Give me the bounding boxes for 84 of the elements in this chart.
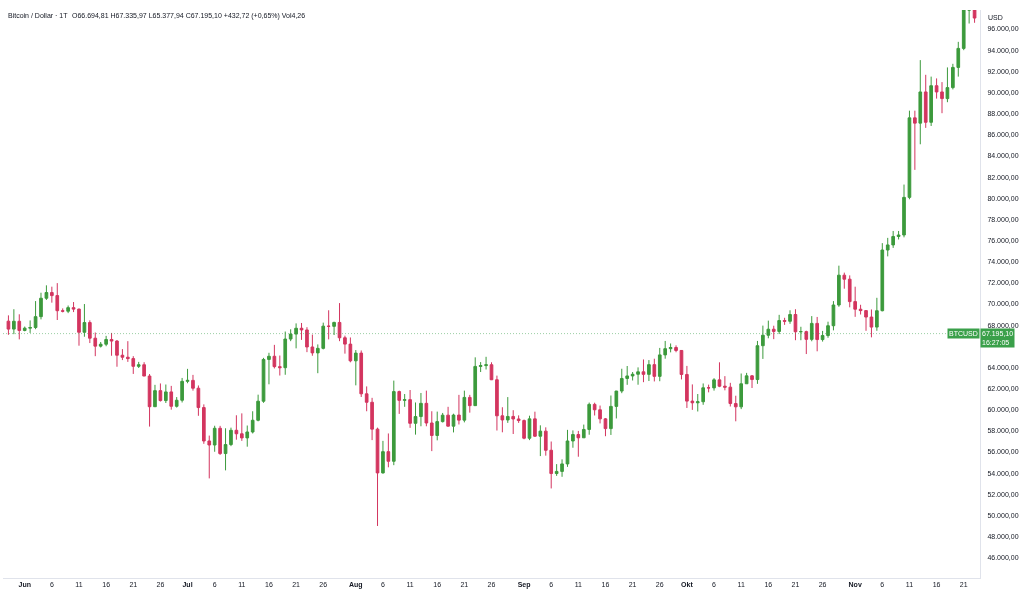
candlestick <box>712 377 716 392</box>
candlestick <box>17 313 22 340</box>
candlestick <box>799 326 803 341</box>
candlestick <box>147 373 152 428</box>
candlestick <box>375 427 380 527</box>
candlestick <box>804 330 809 355</box>
candlestick <box>668 342 673 353</box>
candlestick <box>961 10 966 51</box>
candlestick <box>782 317 787 326</box>
candlestick <box>424 390 429 427</box>
candlestick <box>918 59 923 145</box>
candlestick <box>533 411 537 438</box>
candlestick <box>505 396 510 424</box>
candlestick <box>440 412 445 423</box>
candlestick <box>744 372 749 385</box>
candlestick <box>142 361 146 377</box>
candlestick <box>511 409 516 435</box>
candlestick <box>283 331 288 376</box>
candlestick <box>755 340 760 385</box>
candlestick <box>212 425 217 453</box>
candlestick <box>169 385 174 411</box>
candlestick <box>788 309 792 325</box>
candlestick <box>571 429 575 449</box>
candlestick <box>647 359 651 382</box>
candlestick <box>435 411 440 441</box>
candlestick <box>386 432 391 468</box>
candlestick <box>837 265 841 308</box>
candlestick <box>750 374 754 389</box>
candlestick <box>277 355 282 377</box>
candlestick <box>185 368 190 384</box>
candlestick <box>538 424 543 457</box>
candlestick <box>457 394 461 425</box>
candlestick <box>576 430 581 458</box>
candlestick <box>12 308 16 335</box>
candlestick <box>777 314 781 335</box>
candlestick <box>967 10 971 25</box>
candlestick <box>842 272 847 290</box>
candlestick <box>467 394 472 414</box>
candlestick <box>66 305 70 314</box>
candlestick <box>972 10 977 24</box>
candlestick <box>60 307 65 313</box>
candlestick <box>272 344 277 369</box>
candlestick <box>391 380 396 466</box>
candlestick <box>353 349 358 386</box>
candlestick <box>451 413 456 433</box>
candlestick <box>245 425 250 448</box>
candlestick <box>82 303 87 338</box>
candlestick <box>641 358 646 383</box>
candlestick <box>565 429 570 468</box>
candlestick <box>326 309 331 340</box>
candlestick <box>733 395 738 422</box>
candlestick <box>603 417 608 437</box>
candlestick <box>815 316 819 352</box>
candlestick <box>419 392 423 427</box>
candlestick <box>913 110 917 171</box>
candlestick <box>359 349 364 398</box>
candlestick <box>402 393 407 408</box>
candlestick <box>381 440 385 475</box>
candlestick <box>923 74 928 129</box>
candlestick <box>6 314 11 336</box>
candlestick <box>793 308 798 341</box>
candlestick <box>234 414 239 441</box>
candlestick <box>218 425 222 456</box>
candlestick <box>809 315 814 342</box>
candlestick <box>158 382 163 403</box>
candlestick <box>446 406 450 428</box>
candlestick <box>332 321 336 336</box>
candlestick <box>397 390 402 415</box>
candlestick <box>706 384 711 393</box>
candlestick <box>929 76 933 127</box>
candlestick <box>413 401 418 436</box>
candlestick <box>652 358 657 382</box>
candlestick <box>739 373 744 410</box>
candlestick <box>429 410 434 452</box>
candlestick <box>408 389 412 429</box>
candlestick <box>473 356 478 407</box>
candlestick <box>164 384 168 404</box>
candlestick <box>239 412 244 442</box>
candlestick <box>771 325 776 340</box>
candlestick <box>153 384 157 408</box>
candlestick <box>136 361 141 369</box>
candlestick <box>945 66 950 103</box>
candlestick <box>462 390 467 423</box>
candlestick <box>717 361 722 388</box>
